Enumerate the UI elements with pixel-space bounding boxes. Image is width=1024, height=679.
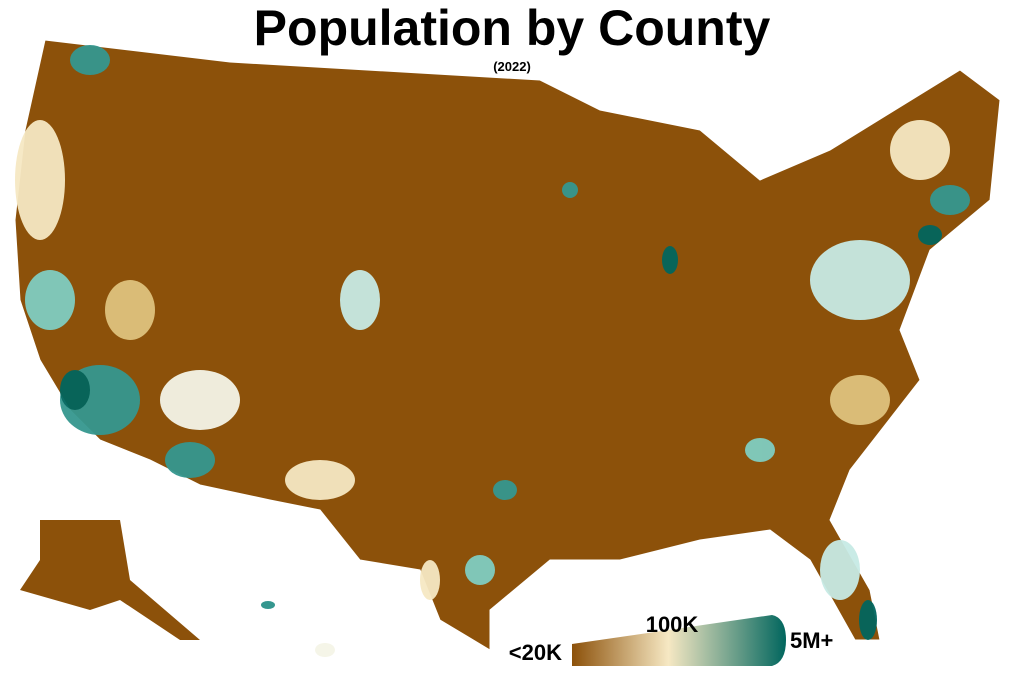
- legend-label: 100K: [646, 612, 699, 637]
- legend-label: <20K: [509, 640, 562, 665]
- subtitle: (2022): [493, 59, 531, 74]
- title: Population by County: [254, 0, 771, 56]
- legend-label: 5M+: [790, 628, 833, 653]
- hawaii: [261, 601, 275, 609]
- map: [14, 39, 1001, 657]
- legend: <20K 100K 5M+: [509, 612, 833, 666]
- hawaii: [315, 643, 335, 657]
- alaska: [20, 520, 200, 640]
- map-patches: [15, 45, 970, 640]
- legend-gradient: [572, 615, 786, 666]
- contiguous-us: [14, 39, 1001, 651]
